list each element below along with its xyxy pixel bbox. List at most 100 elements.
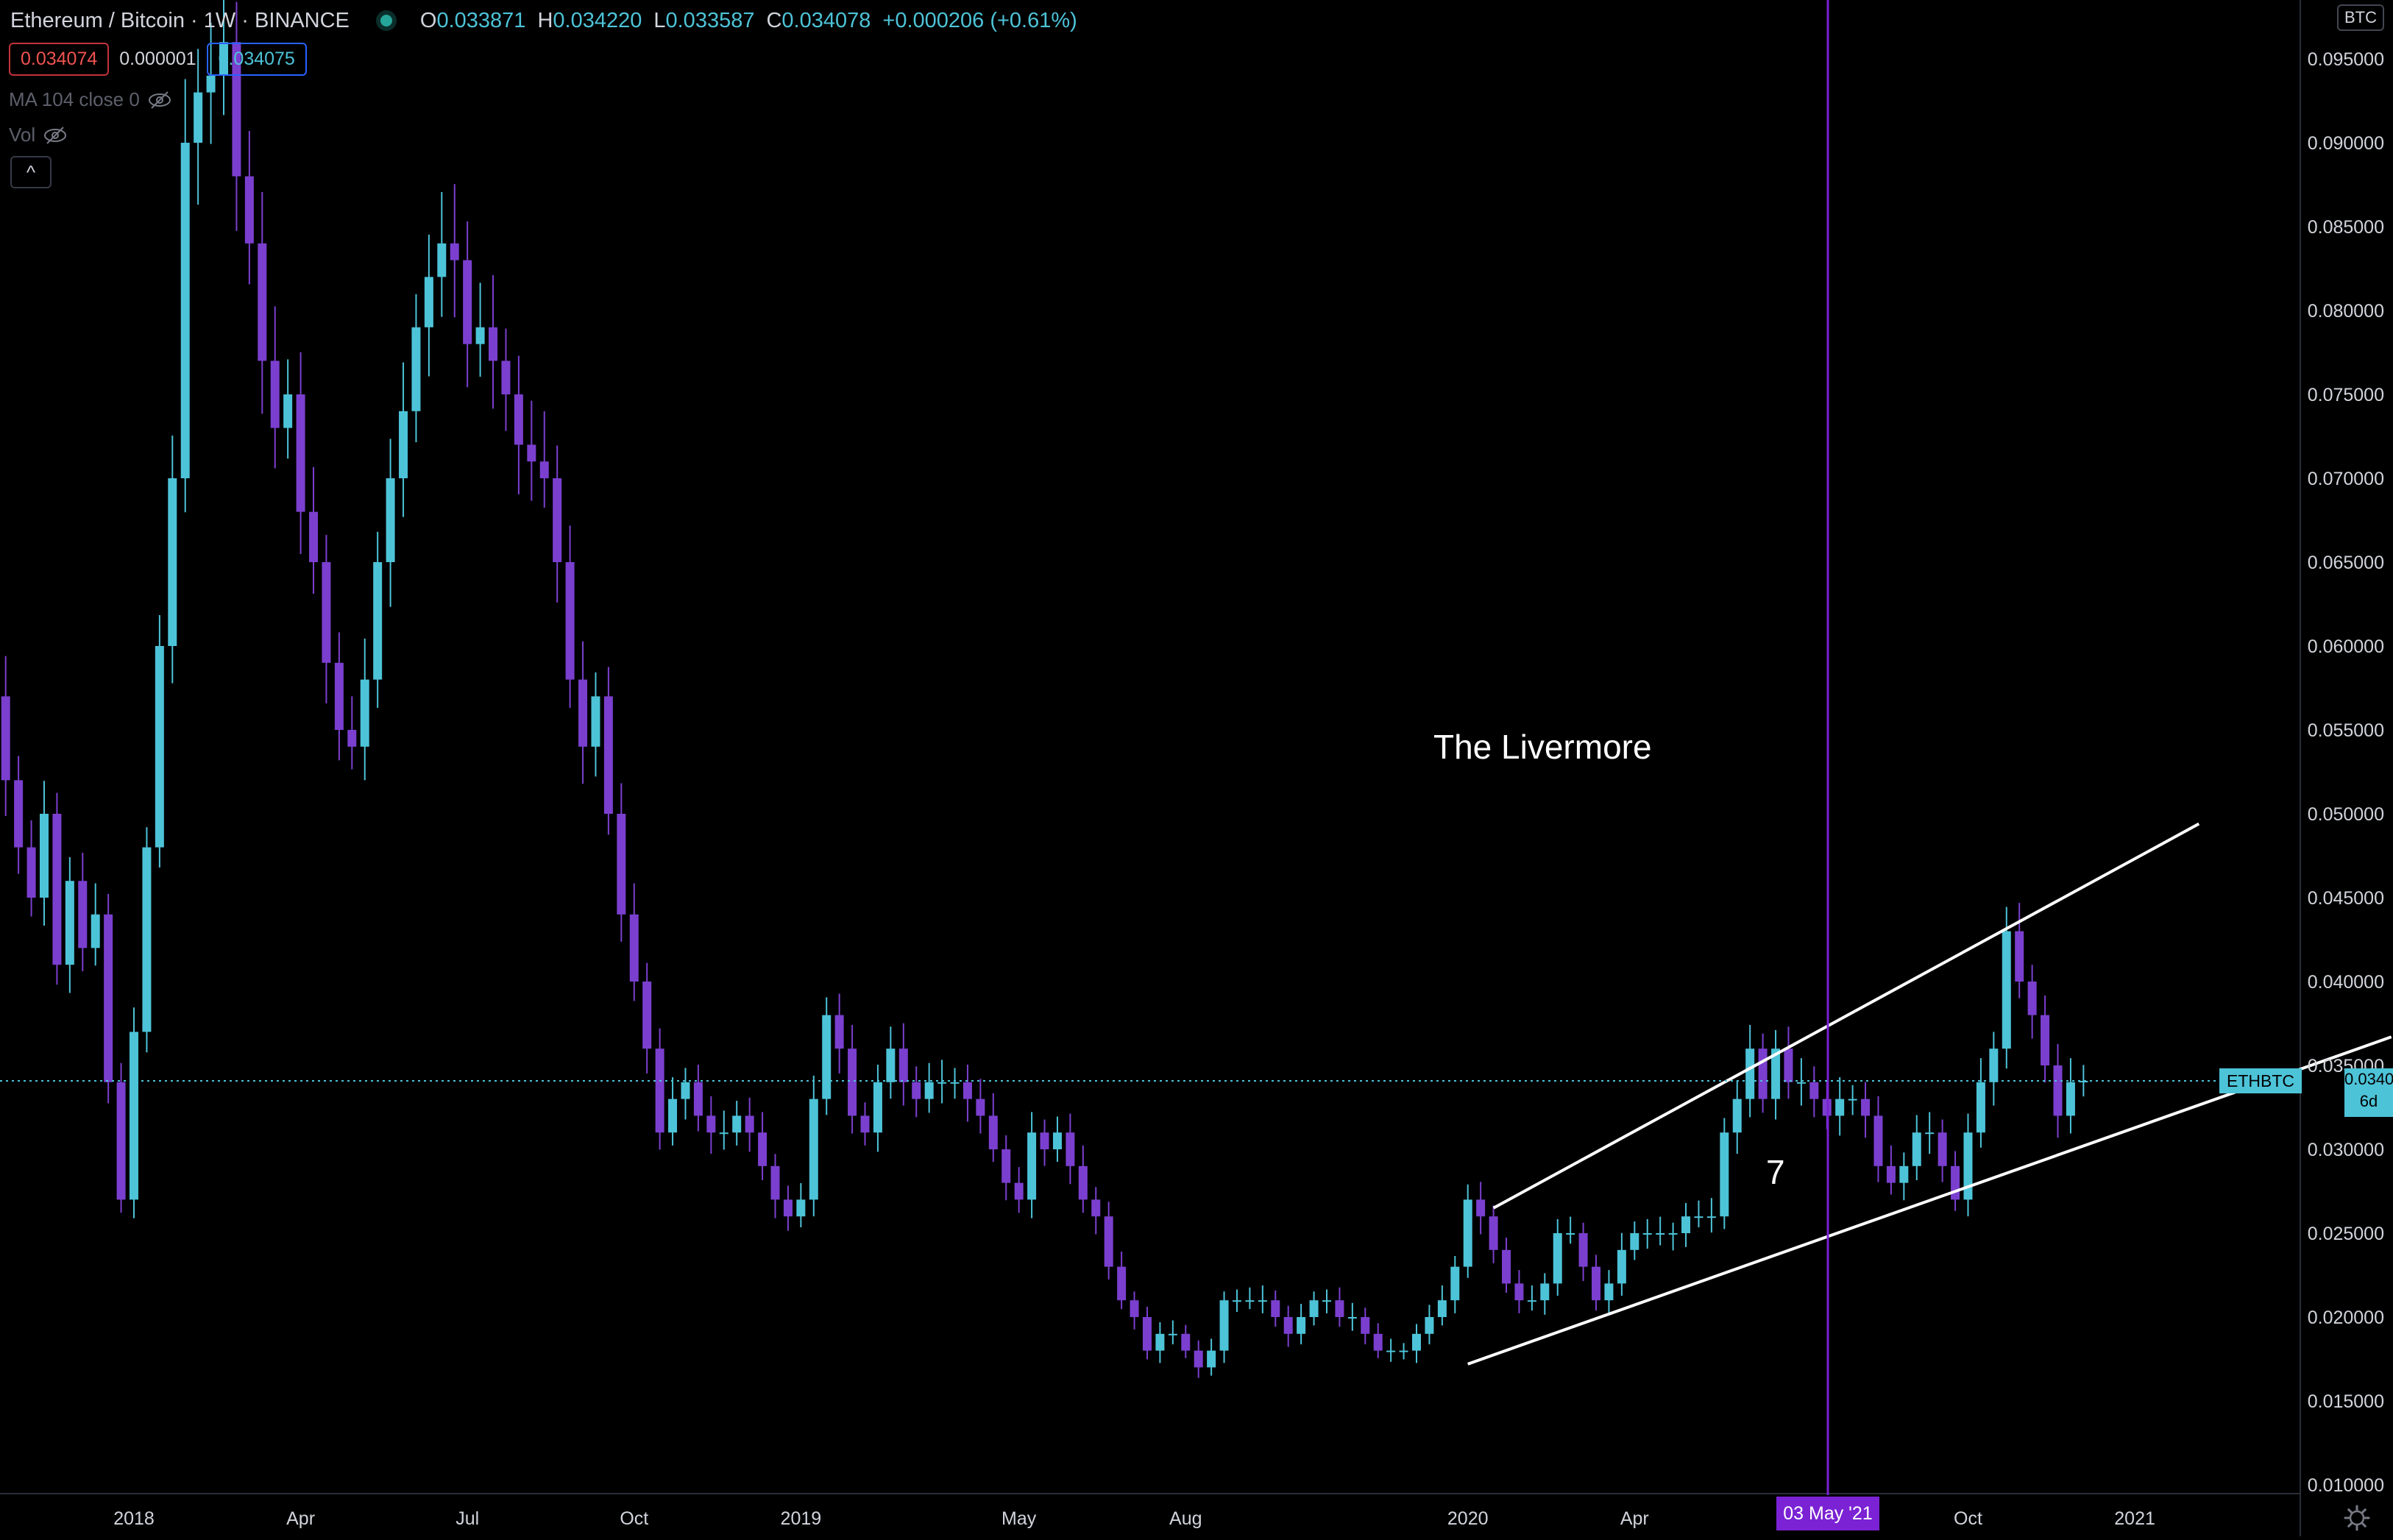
price-tick-label: 0.010000 <box>2308 1475 2384 1496</box>
price-tick-label: 0.015000 <box>2308 1391 2384 1412</box>
candle <box>783 1185 793 1231</box>
candle <box>1732 1080 1742 1154</box>
candle <box>39 781 49 926</box>
candle <box>1219 1291 1229 1363</box>
candle <box>629 883 639 1001</box>
price-tick-label: 0.045000 <box>2308 888 2384 909</box>
candle <box>1155 1322 1165 1363</box>
candle <box>1245 1287 1255 1310</box>
candle <box>168 435 177 684</box>
candle <box>14 756 24 874</box>
candle <box>411 294 421 442</box>
last-price-tag: 0.034078 6d 21h <box>2344 1068 2393 1132</box>
candle <box>1489 1205 1498 1263</box>
bid-ask-row: 0.034074 0.000001 0.034075 <box>9 43 307 76</box>
price-tick-label: 0.090000 <box>2308 133 2384 154</box>
symbol-title[interactable]: Ethereum / Bitcoin · 1W · BINANCE <box>10 8 350 32</box>
candle <box>1425 1305 1434 1345</box>
candle <box>194 49 203 205</box>
candle <box>1066 1113 1075 1185</box>
candle <box>1309 1291 1319 1326</box>
price-tick-label: 0.025000 <box>2308 1224 2384 1244</box>
chart-legend: Ethereum / Bitcoin · 1W · BINANCE O0.033… <box>10 4 1077 37</box>
time-tick-label: 2018 <box>113 1508 155 1529</box>
candle <box>1027 1112 1037 1218</box>
candle <box>1617 1232 1626 1296</box>
candle <box>219 0 229 116</box>
candle <box>642 962 652 1074</box>
candle <box>1181 1324 1191 1358</box>
candle <box>360 638 369 781</box>
candle <box>693 1064 703 1132</box>
time-tick-label: Oct <box>620 1508 648 1529</box>
price-tick-label: 0.080000 <box>2308 301 2384 322</box>
candle <box>1 656 10 817</box>
candle <box>1476 1182 1486 1235</box>
candle <box>912 1066 921 1118</box>
price-tick-label: 0.050000 <box>2308 804 2384 825</box>
candle <box>1745 1024 1755 1118</box>
candle <box>1861 1082 1871 1138</box>
candle <box>822 997 832 1115</box>
candle <box>463 221 472 388</box>
candle <box>1604 1270 1614 1315</box>
price-tick-label: 0.020000 <box>2308 1307 2384 1328</box>
indicator-ma[interactable]: MA 104 close 0 <box>9 88 172 111</box>
candle <box>65 856 74 993</box>
ohlc-values: O0.033871 H0.034220 L0.033587 C0.034078 … <box>420 9 1077 33</box>
sell-price-button[interactable]: 0.034074 <box>9 43 110 76</box>
candle <box>553 445 562 603</box>
candle <box>1771 1029 1781 1120</box>
time-tick-label: May <box>1001 1508 1037 1529</box>
candle <box>1014 1167 1024 1213</box>
candle <box>52 792 62 985</box>
candle <box>1886 1145 1896 1195</box>
change-value: +0.000206 (+0.61%) <box>882 8 1077 32</box>
candle <box>1681 1202 1691 1247</box>
candle <box>130 1007 138 1218</box>
crosshair-date-label: 03 May '21 <box>1776 1497 1879 1530</box>
time-tick-label: Apr <box>1620 1508 1649 1529</box>
candle <box>1668 1222 1678 1251</box>
hidden-eye-icon[interactable] <box>43 126 68 145</box>
candle <box>1848 1085 1857 1115</box>
price-axis-labels: 0.095000 0.090000 0.085000 0.080000 0.075000… <box>2308 49 2384 1496</box>
indicator-vol[interactable]: Vol <box>9 124 68 146</box>
upper-trendline[interactable] <box>1492 822 2200 1210</box>
bar-countdown: 6d 21h <box>2355 1092 2383 1132</box>
candle <box>860 1102 870 1146</box>
candle <box>706 1096 716 1154</box>
gear-icon[interactable] <box>2343 1504 2371 1532</box>
candle <box>681 1068 690 1120</box>
candle <box>322 534 331 703</box>
candle <box>1104 1202 1113 1280</box>
candle <box>732 1101 742 1146</box>
collapse-legend-button[interactable]: ^ <box>10 156 52 188</box>
candle <box>924 1062 934 1113</box>
candle <box>104 893 113 1104</box>
indicator-vol-label: Vol <box>9 124 36 146</box>
candle <box>2041 995 2050 1083</box>
chart-annotation-count[interactable]: 7 <box>1766 1153 1785 1191</box>
candle <box>834 993 844 1074</box>
high-key: H <box>537 8 553 32</box>
candle <box>1347 1302 1357 1331</box>
chevron-up-icon: ^ <box>26 160 36 183</box>
candle <box>1873 1096 1883 1182</box>
candle <box>296 352 305 554</box>
candle <box>1951 1151 1960 1211</box>
chart-annotation-title[interactable]: The Livermore <box>1433 728 1652 766</box>
candle <box>591 672 600 777</box>
buy-price-button[interactable]: 0.034075 <box>206 43 307 76</box>
candle <box>1091 1187 1101 1235</box>
candle <box>1450 1255 1460 1313</box>
time-tick-label: Oct <box>1954 1508 1982 1529</box>
hidden-eye-icon[interactable] <box>147 91 172 110</box>
currency-badge[interactable]: BTC <box>2337 4 2384 31</box>
candle <box>373 531 383 708</box>
candle <box>1566 1216 1575 1244</box>
candle <box>1540 1273 1550 1315</box>
price-tick-label: 0.085000 <box>2308 217 2384 238</box>
